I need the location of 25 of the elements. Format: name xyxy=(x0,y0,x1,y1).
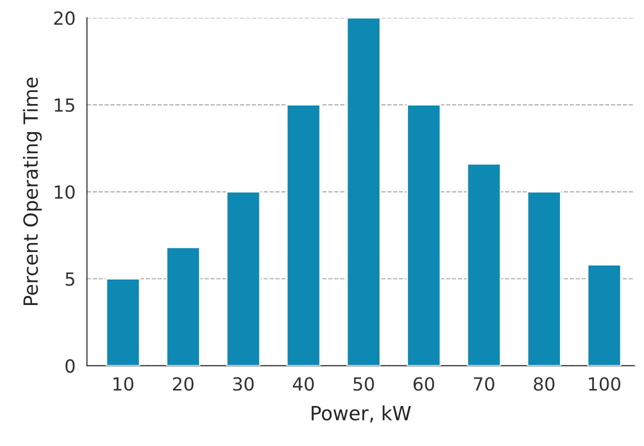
bar xyxy=(526,191,562,366)
y-tick-label: 0 xyxy=(66,359,75,373)
y-tick-label: 5 xyxy=(66,272,74,286)
bar xyxy=(286,104,321,366)
x-tick-label: 80 xyxy=(534,377,554,391)
x-tick-label: 30 xyxy=(233,377,254,391)
bar xyxy=(226,191,261,366)
x-tick-label: 50 xyxy=(354,377,374,391)
x-tick-label: 20 xyxy=(173,377,194,391)
bar xyxy=(166,246,200,366)
x-tick-label: 100 xyxy=(589,377,620,391)
x-tick-label: 60 xyxy=(414,377,434,391)
bar xyxy=(346,18,381,366)
bar xyxy=(406,104,442,366)
x-tick-label: 40 xyxy=(292,377,314,391)
y-axis-title: Percent Operating Time xyxy=(22,78,42,306)
x-tick-label: 70 xyxy=(474,377,494,391)
bar xyxy=(466,163,502,366)
y-tick-label: 10 xyxy=(54,185,75,199)
x-tick-label: 10 xyxy=(114,377,134,391)
bar xyxy=(106,278,140,366)
y-tick-label: 20 xyxy=(54,11,75,25)
y-tick-label: 15 xyxy=(54,98,74,112)
bar xyxy=(587,264,622,366)
x-axis-title: Power, kW xyxy=(312,405,411,422)
